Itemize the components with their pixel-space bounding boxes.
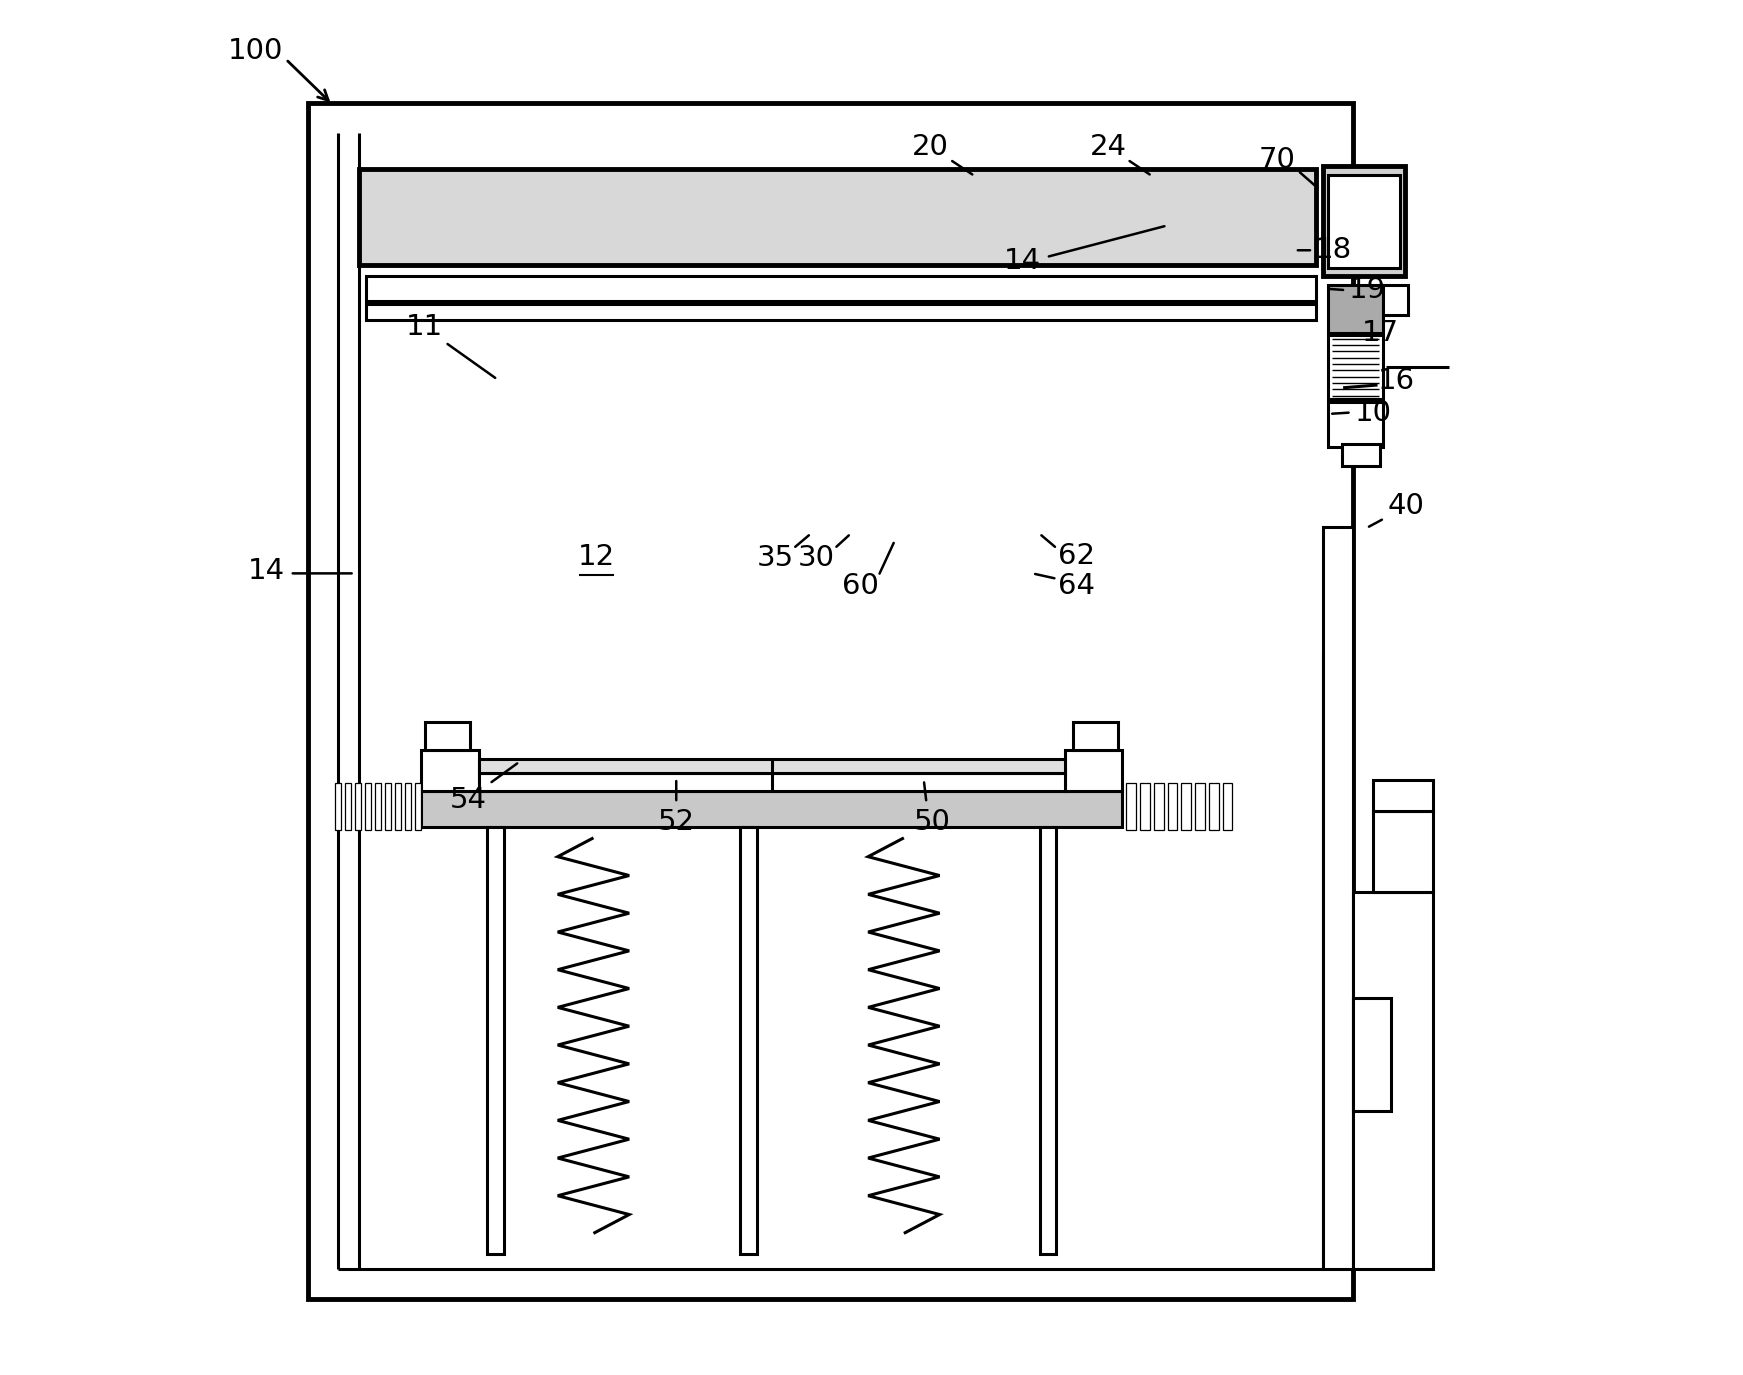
Bar — [1126, 782, 1136, 829]
Text: 14: 14 — [248, 557, 286, 584]
Text: 16: 16 — [1379, 367, 1415, 395]
Text: 11: 11 — [406, 314, 443, 341]
Text: 64: 64 — [1058, 572, 1095, 600]
Bar — [1328, 175, 1400, 268]
Bar — [396, 782, 401, 829]
Bar — [375, 782, 380, 829]
Bar — [1323, 528, 1353, 1269]
Bar — [1041, 826, 1056, 1254]
Bar — [309, 103, 1353, 1299]
Text: 70: 70 — [1258, 146, 1295, 173]
Text: 10: 10 — [1354, 399, 1393, 426]
Bar — [1328, 336, 1382, 399]
Bar — [1182, 782, 1190, 829]
Bar — [1140, 782, 1150, 829]
Bar — [1222, 782, 1232, 829]
Bar — [486, 826, 504, 1254]
Bar — [422, 749, 479, 791]
Bar — [1323, 166, 1405, 276]
Bar — [345, 782, 350, 829]
Bar — [1196, 782, 1204, 829]
Bar — [359, 169, 1316, 265]
Text: 19: 19 — [1349, 276, 1386, 304]
Bar — [366, 304, 1316, 320]
Bar — [335, 782, 342, 829]
Bar — [425, 722, 471, 749]
Bar — [479, 759, 1065, 773]
Bar — [1353, 892, 1433, 1269]
Bar — [366, 276, 1316, 301]
Bar — [1074, 722, 1119, 749]
Bar — [422, 791, 1122, 826]
Text: 54: 54 — [450, 786, 486, 814]
Text: 62: 62 — [1058, 542, 1095, 569]
Bar — [1328, 402, 1382, 447]
Bar — [741, 826, 756, 1254]
Bar — [356, 782, 361, 829]
Text: 24: 24 — [1089, 133, 1126, 161]
Bar — [1210, 782, 1218, 829]
Text: 12: 12 — [579, 543, 615, 571]
Bar — [364, 782, 371, 829]
Text: 18: 18 — [1314, 236, 1353, 264]
Bar — [1168, 782, 1177, 829]
Text: 60: 60 — [842, 572, 878, 600]
Text: 35: 35 — [756, 544, 793, 572]
Bar — [1328, 285, 1382, 333]
Bar — [385, 782, 390, 829]
Bar — [415, 782, 420, 829]
Bar — [1353, 998, 1391, 1111]
Bar — [1065, 749, 1122, 791]
Bar — [1154, 782, 1164, 829]
Text: 30: 30 — [798, 544, 835, 572]
Text: 100: 100 — [228, 37, 282, 65]
Text: 14: 14 — [1004, 248, 1041, 275]
Text: 52: 52 — [657, 808, 695, 836]
Bar — [404, 782, 411, 829]
Text: 17: 17 — [1361, 319, 1400, 346]
Bar — [479, 773, 1065, 791]
Bar — [1373, 811, 1433, 892]
Bar — [1382, 285, 1408, 315]
Bar — [1373, 780, 1433, 811]
Text: 40: 40 — [1387, 492, 1424, 520]
Bar — [1342, 444, 1380, 466]
Text: 20: 20 — [912, 133, 948, 161]
Text: 50: 50 — [913, 808, 950, 836]
